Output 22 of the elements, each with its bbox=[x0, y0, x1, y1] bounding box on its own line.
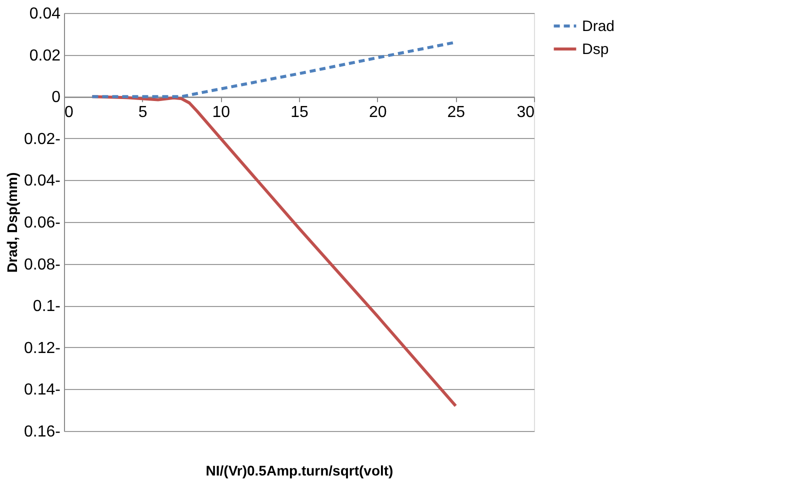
y-tick-label: 0.02- bbox=[24, 130, 60, 148]
y-tick-label: 0.16- bbox=[24, 424, 60, 440]
legend-label: Dsp bbox=[582, 41, 609, 58]
y-tick-label: 0 bbox=[52, 89, 61, 106]
x-tick-label: 5 bbox=[138, 104, 148, 122]
x-tick-label: 15 bbox=[290, 104, 308, 122]
x-tick-label: 20 bbox=[368, 104, 387, 122]
x-axis-title: NI/(Vr)0.5Amp.turn/sqrt(volt) bbox=[206, 462, 394, 478]
y-tick-label: 0.14- bbox=[24, 382, 60, 399]
legend-label: Drad bbox=[582, 18, 615, 35]
x-tick-label: 0 bbox=[64, 104, 74, 122]
y-tick-label: 0.02 bbox=[29, 47, 61, 64]
y-tick-label: 0.04- bbox=[24, 172, 60, 190]
y-tick-label: 0.1- bbox=[32, 298, 60, 316]
y-tick-label: 0.12- bbox=[24, 340, 60, 357]
y-tick-label: 0.06- bbox=[24, 214, 60, 232]
y-axis-title: Drad, Dsp(mm) bbox=[4, 172, 20, 273]
x-tick-label: 10 bbox=[212, 104, 230, 122]
y-tick-label: 0.04 bbox=[29, 6, 61, 22]
x-tick-label: 30 bbox=[516, 104, 535, 122]
x-tick-label: 25 bbox=[447, 104, 466, 122]
y-tick-label: 0.08- bbox=[24, 256, 60, 274]
